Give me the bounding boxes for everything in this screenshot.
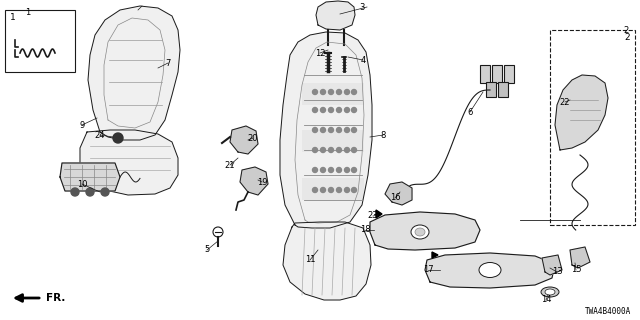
Ellipse shape: [415, 228, 425, 236]
Circle shape: [337, 108, 342, 113]
Text: 1: 1: [26, 7, 31, 17]
Circle shape: [328, 167, 333, 172]
Text: FR.: FR.: [46, 293, 65, 303]
Polygon shape: [555, 75, 608, 150]
Circle shape: [328, 188, 333, 193]
Text: 8: 8: [380, 131, 386, 140]
Polygon shape: [240, 167, 268, 195]
Bar: [504, 65, 514, 83]
Text: 15: 15: [571, 266, 581, 275]
Circle shape: [86, 188, 94, 196]
Circle shape: [71, 188, 79, 196]
Polygon shape: [376, 210, 382, 218]
Circle shape: [321, 188, 326, 193]
Circle shape: [312, 148, 317, 153]
Polygon shape: [542, 255, 562, 275]
Circle shape: [344, 167, 349, 172]
Polygon shape: [425, 253, 555, 288]
Polygon shape: [570, 247, 590, 268]
Text: 22: 22: [560, 98, 570, 107]
Text: 11: 11: [305, 255, 316, 265]
Text: 1: 1: [10, 12, 16, 21]
Circle shape: [312, 188, 317, 193]
Text: 12: 12: [315, 49, 325, 58]
Circle shape: [101, 188, 109, 196]
Polygon shape: [283, 222, 371, 300]
Circle shape: [351, 127, 356, 132]
Polygon shape: [230, 126, 258, 154]
Ellipse shape: [411, 225, 429, 239]
Bar: [302, 178, 364, 200]
Text: 24: 24: [95, 131, 105, 140]
Ellipse shape: [479, 262, 501, 277]
Circle shape: [337, 90, 342, 94]
Polygon shape: [432, 252, 438, 258]
Circle shape: [321, 148, 326, 153]
Text: 2: 2: [624, 33, 630, 42]
Text: 10: 10: [77, 180, 87, 188]
Circle shape: [351, 108, 356, 113]
Text: 7: 7: [165, 59, 171, 68]
Text: 4: 4: [360, 55, 365, 65]
Bar: [5, 10, 75, 72]
Polygon shape: [280, 32, 372, 228]
Polygon shape: [370, 212, 480, 250]
Bar: [492, 65, 502, 83]
Text: 3: 3: [359, 3, 365, 12]
Circle shape: [328, 148, 333, 153]
Text: 13: 13: [552, 268, 563, 276]
Text: 5: 5: [204, 245, 210, 254]
Polygon shape: [80, 130, 178, 195]
Bar: [498, 82, 508, 97]
Circle shape: [344, 127, 349, 132]
Circle shape: [351, 188, 356, 193]
Text: 17: 17: [422, 266, 433, 275]
Circle shape: [328, 127, 333, 132]
Circle shape: [344, 108, 349, 113]
Circle shape: [337, 167, 342, 172]
Circle shape: [328, 90, 333, 94]
Circle shape: [312, 90, 317, 94]
Text: 16: 16: [390, 194, 400, 203]
Circle shape: [337, 148, 342, 153]
Ellipse shape: [545, 289, 555, 295]
Circle shape: [337, 127, 342, 132]
Circle shape: [351, 148, 356, 153]
Circle shape: [344, 148, 349, 153]
Text: 2: 2: [623, 26, 628, 35]
Bar: [302, 130, 364, 152]
Text: 9: 9: [79, 121, 84, 130]
Circle shape: [321, 167, 326, 172]
Text: 23: 23: [368, 212, 378, 220]
Text: 14: 14: [541, 295, 551, 305]
Circle shape: [344, 90, 349, 94]
Bar: [550, 30, 635, 225]
Text: 20: 20: [248, 133, 259, 142]
Circle shape: [321, 108, 326, 113]
Text: 19: 19: [257, 178, 268, 187]
Circle shape: [344, 188, 349, 193]
Circle shape: [351, 90, 356, 94]
Circle shape: [328, 108, 333, 113]
Polygon shape: [88, 6, 180, 140]
Polygon shape: [316, 1, 355, 30]
Bar: [480, 65, 490, 83]
Circle shape: [312, 167, 317, 172]
Polygon shape: [385, 182, 412, 205]
Circle shape: [337, 188, 342, 193]
Circle shape: [312, 127, 317, 132]
Bar: [486, 82, 496, 97]
Text: 18: 18: [360, 226, 371, 235]
Ellipse shape: [541, 287, 559, 297]
Circle shape: [321, 90, 326, 94]
Circle shape: [321, 127, 326, 132]
Text: 21: 21: [225, 161, 236, 170]
Text: 6: 6: [467, 108, 473, 116]
Polygon shape: [60, 163, 120, 191]
Circle shape: [351, 167, 356, 172]
Circle shape: [312, 108, 317, 113]
Circle shape: [113, 133, 123, 143]
Text: TWA4B4000A: TWA4B4000A: [585, 308, 631, 316]
Bar: [302, 83, 364, 105]
